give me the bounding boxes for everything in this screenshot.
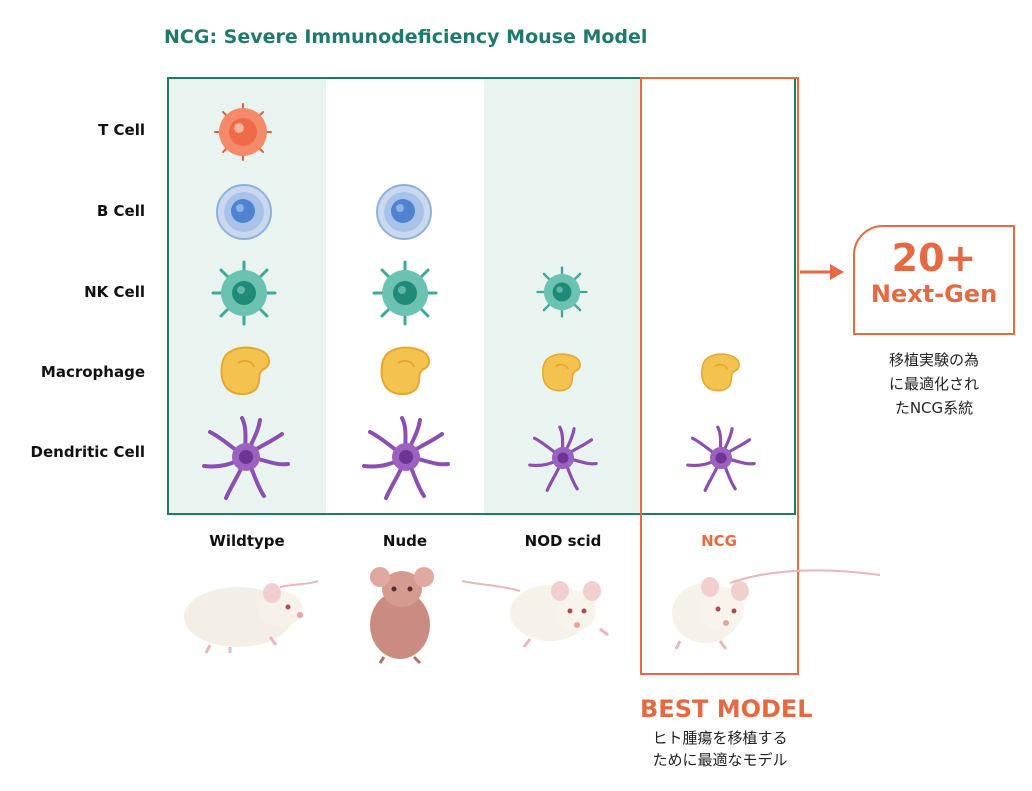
dendritic-cell-icon <box>686 424 756 492</box>
callout-description-line: 移植実験の為 <box>888 351 979 369</box>
row-label-macrophage: Macrophage <box>40 363 145 381</box>
column-label-wildtype: Wildtype <box>209 532 285 550</box>
b-cell-icon <box>216 184 272 240</box>
macrophage-icon <box>218 345 274 397</box>
nk-cell-icon <box>372 260 438 326</box>
column-label-ncg: NCG <box>701 532 737 550</box>
column-label-nude: Nude <box>382 532 428 550</box>
best-model-description: ヒト腫瘍を移植する ために最適なモデル <box>620 727 820 771</box>
callout-description-line: たNCG系統 <box>894 399 974 417</box>
best-model-description-line: ヒト腫瘍を移植する <box>652 729 788 747</box>
mouse-icon <box>352 565 452 665</box>
best-model-description-line: ために最適なモデル <box>652 751 788 769</box>
callout-label: Next-Gen <box>870 280 998 308</box>
mouse-icon <box>660 565 882 655</box>
diagram-title: NCG: Severe Immunodeficiency Mouse Model <box>164 26 648 48</box>
t-cell-icon <box>211 100 275 164</box>
column-label-nod-scid: NOD scid <box>524 532 602 550</box>
next-gen-callout: 20+ Next-Gen <box>853 225 1015 335</box>
macrophage-icon <box>540 352 584 393</box>
best-model-label: BEST MODEL <box>640 695 813 723</box>
b-cell-icon <box>376 184 432 240</box>
macrophage-icon <box>699 352 743 393</box>
mouse-icon <box>460 565 630 655</box>
arrow-right-icon <box>800 262 846 282</box>
macrophage-icon <box>378 345 434 397</box>
dendritic-cell-icon <box>528 424 598 492</box>
dendritic-cell-icon <box>362 414 450 500</box>
row-label-dendritic-cell: Dendritic Cell <box>30 443 145 461</box>
nk-cell-icon <box>211 260 277 326</box>
ncg-highlight-frame <box>640 77 799 675</box>
callout-count: 20+ <box>891 236 977 280</box>
row-label-nk-cell: NK Cell <box>84 283 145 301</box>
nk-cell-icon <box>536 266 588 318</box>
row-label-b-cell: B Cell <box>96 202 145 220</box>
mouse-icon <box>180 565 320 655</box>
comparison-frame <box>167 77 796 515</box>
callout-description-line: に最適化され <box>888 375 979 393</box>
callout-description: 移植実験の為 に最適化され たNCG系統 <box>853 348 1015 420</box>
dendritic-cell-icon <box>202 414 290 500</box>
row-label-t-cell: T Cell <box>98 121 145 139</box>
